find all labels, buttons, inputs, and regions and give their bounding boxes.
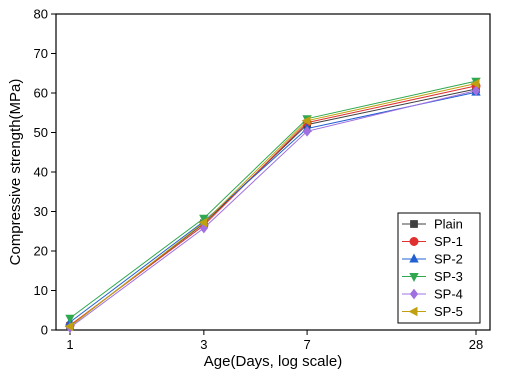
series-line xyxy=(69,85,477,326)
y-tick-label: 10 xyxy=(34,283,48,298)
x-tick-label: 3 xyxy=(200,337,207,352)
x-tick-label: 1 xyxy=(66,337,73,352)
y-axis-title: Compressive strength(MPa) xyxy=(7,79,24,266)
legend-item: SP-3 xyxy=(402,269,463,284)
legend-item: Plain xyxy=(402,217,463,232)
data-point xyxy=(470,78,480,89)
legend-label: SP-2 xyxy=(434,252,463,267)
legend-marker xyxy=(410,220,418,228)
data-point xyxy=(65,314,75,324)
y-tick-label: 80 xyxy=(34,7,48,22)
data-point xyxy=(198,217,208,228)
x-axis-title: Age(Days, log scale) xyxy=(204,353,342,370)
legend-label: SP-4 xyxy=(434,287,463,302)
series-line xyxy=(69,80,477,319)
legend-label: Plain xyxy=(434,217,463,232)
legend-item: SP-2 xyxy=(402,252,463,267)
legend-item: SP-4 xyxy=(402,287,463,302)
y-tick-label: 40 xyxy=(34,165,48,180)
legend-marker xyxy=(409,253,419,263)
series-line xyxy=(69,83,477,327)
legend-marker xyxy=(409,237,419,247)
legend-label: SP-3 xyxy=(434,269,463,284)
data-point xyxy=(64,321,74,332)
y-tick-label: 20 xyxy=(34,244,48,259)
legend-label: SP-5 xyxy=(434,304,463,319)
data-point xyxy=(471,85,481,96)
x-tick-label: 7 xyxy=(303,337,310,352)
y-tick-label: 60 xyxy=(34,86,48,101)
legend: Plain SP-1 SP-2 SP-3 SP-4 SP-5 xyxy=(397,212,481,324)
series-line xyxy=(69,90,477,329)
series-line xyxy=(69,91,477,323)
y-tick-label: 50 xyxy=(34,125,48,140)
y-tick-label: 70 xyxy=(34,46,48,61)
legend-label: SP-1 xyxy=(434,234,463,249)
legend-item: SP-1 xyxy=(402,234,463,249)
data-point xyxy=(301,115,311,126)
x-tick-label: 28 xyxy=(469,337,483,352)
y-tick-label: 0 xyxy=(41,323,48,338)
y-tick-label: 30 xyxy=(34,204,48,219)
legend-marker xyxy=(408,306,418,317)
ticks: 0 10 20 30 40 50 60 70 80 1 3 7 28 xyxy=(34,7,484,353)
legend-marker xyxy=(409,273,419,282)
legend-marker xyxy=(409,288,419,300)
series xyxy=(64,77,481,333)
series-sp-5 xyxy=(64,78,480,332)
data-point xyxy=(302,125,312,137)
legend-item: SP-5 xyxy=(402,304,463,319)
legend-box xyxy=(397,212,481,324)
